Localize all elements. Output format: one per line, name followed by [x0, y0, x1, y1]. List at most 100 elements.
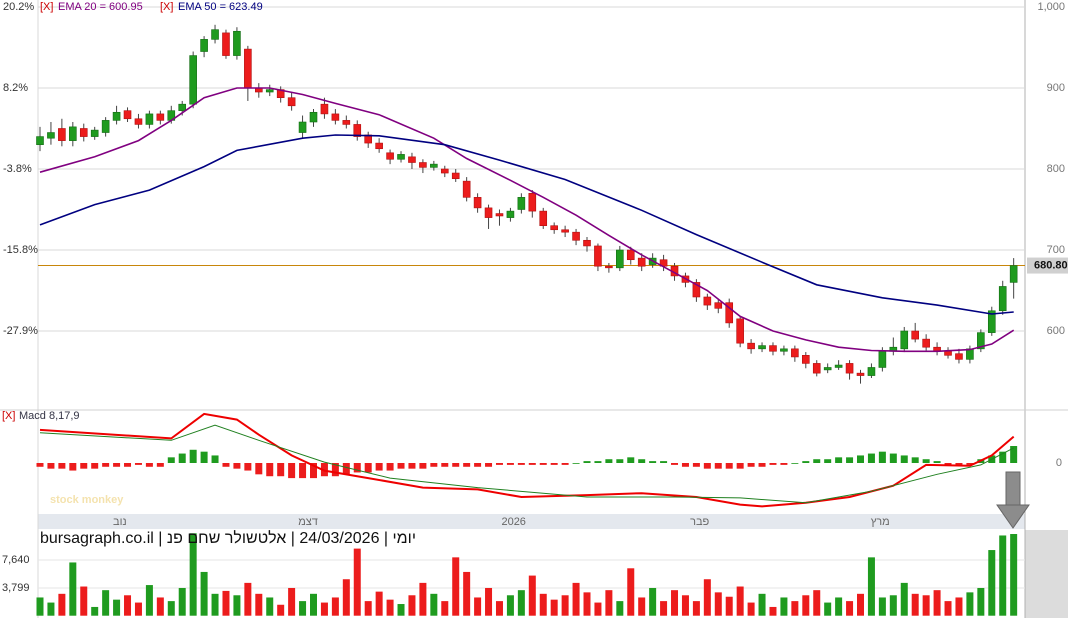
- macd-histogram-bar: [813, 459, 821, 463]
- ema-line: [39, 134, 1014, 315]
- candle-body: [637, 257, 646, 267]
- macd-histogram-bar: [222, 463, 230, 467]
- candle-body: [506, 210, 515, 218]
- macd-histogram-bar: [441, 463, 449, 467]
- volume-bar: [353, 548, 361, 616]
- macd-histogram-bar: [769, 463, 777, 465]
- volume-bar: [474, 597, 482, 616]
- macd-histogram-bar: [944, 463, 952, 465]
- macd-histogram-bar: [911, 457, 919, 463]
- macd-histogram-bar: [561, 463, 569, 465]
- macd-histogram-bar: [736, 463, 744, 469]
- candle-body: [528, 192, 537, 212]
- macd-histogram-bar: [791, 463, 799, 464]
- left-tick-label: 20.2%: [3, 1, 34, 13]
- legend-marker: [X]: [2, 410, 15, 422]
- volume-bar: [889, 595, 897, 616]
- macd-histogram-bar: [933, 461, 941, 463]
- volume-bar: [846, 601, 854, 616]
- candle-body: [736, 318, 744, 344]
- macd-histogram-bar: [780, 463, 788, 465]
- candle-body: [856, 372, 865, 376]
- y-tick-label: 0: [1056, 457, 1062, 469]
- candle-body: [977, 332, 985, 350]
- candle-body: [561, 229, 569, 233]
- volume-bar: [200, 571, 208, 616]
- volume-bar: [91, 606, 99, 616]
- volume-bar: [167, 601, 175, 616]
- candle-body: [397, 154, 405, 160]
- macd-histogram-bar: [47, 463, 55, 469]
- candle-body: [298, 121, 307, 133]
- volume-bar: [955, 597, 963, 616]
- volume-bar: [419, 582, 427, 616]
- candle-body: [101, 120, 110, 133]
- volume-bar: [539, 593, 547, 616]
- last-price-label: 680.80: [1034, 259, 1068, 271]
- volume-bar: [583, 592, 591, 616]
- candle-body: [583, 239, 591, 247]
- volume-bar: [69, 562, 77, 616]
- candle-body: [780, 348, 788, 352]
- x-tick-label: 2026: [501, 516, 525, 528]
- left-tick-label: -27.9%: [3, 325, 38, 337]
- macd-histogram-bar: [299, 463, 307, 479]
- candle-body: [473, 197, 482, 209]
- candle-body: [222, 32, 230, 56]
- volume-bar: [134, 602, 142, 616]
- candle-body: [539, 210, 548, 226]
- watermark: stock monkey: [50, 494, 124, 506]
- macd-histogram-bar: [255, 463, 263, 475]
- volume-axis-bg: [1025, 530, 1068, 618]
- macd-histogram-bar: [178, 453, 186, 463]
- macd-histogram-bar: [124, 463, 132, 467]
- candle-body: [58, 128, 66, 141]
- volume-bar: [736, 586, 744, 616]
- macd-histogram-bar: [517, 463, 525, 465]
- candle-body: [211, 29, 219, 40]
- y-tick-label: 900: [1047, 82, 1065, 94]
- candle-body: [747, 342, 755, 350]
- volume-bar: [824, 602, 832, 616]
- volume-bar: [233, 595, 241, 616]
- macd-histogram-bar: [506, 463, 514, 465]
- candle-body: [922, 338, 930, 348]
- candle-body: [594, 245, 602, 267]
- macd-histogram-bar: [419, 463, 427, 469]
- candle-body: [233, 30, 241, 56]
- volume-bar: [813, 590, 821, 616]
- volume-bar: [649, 587, 657, 616]
- volume-bar: [900, 582, 908, 616]
- candle-body: [823, 367, 832, 371]
- macd-histogram-bar: [474, 463, 482, 467]
- x-tick-label: פבר: [690, 516, 709, 528]
- volume-bar: [463, 571, 471, 616]
- macd-histogram-bar: [189, 449, 197, 463]
- candle-body: [484, 207, 493, 218]
- volume-bar: [156, 597, 164, 616]
- candle-body: [462, 180, 471, 198]
- macd-histogram-bar: [452, 463, 460, 467]
- volume-bar: [397, 604, 405, 616]
- macd-histogram-bar: [342, 463, 350, 475]
- macd-histogram-bar: [857, 455, 864, 463]
- candle-body: [714, 302, 723, 309]
- volume-bar: [255, 593, 263, 616]
- candle-body: [495, 213, 504, 217]
- macd-histogram-bar: [495, 463, 503, 465]
- candle-body: [769, 345, 777, 352]
- candle-body: [178, 103, 187, 111]
- macd-histogram-bar: [572, 463, 580, 464]
- candle-body: [703, 296, 712, 306]
- volume-bar: [528, 575, 536, 616]
- macd-histogram-bar: [310, 463, 317, 479]
- y-tick-label: 700: [1047, 244, 1065, 256]
- macd-histogram-bar: [397, 463, 405, 469]
- volume-bar: [145, 585, 153, 616]
- y-tick-label: 600: [1047, 325, 1065, 337]
- macd-histogram-bar: [200, 451, 208, 463]
- volume-bar: [878, 597, 886, 616]
- macd-histogram-bar: [616, 459, 624, 463]
- volume-bar: [452, 557, 460, 616]
- volume-bar: [102, 590, 110, 616]
